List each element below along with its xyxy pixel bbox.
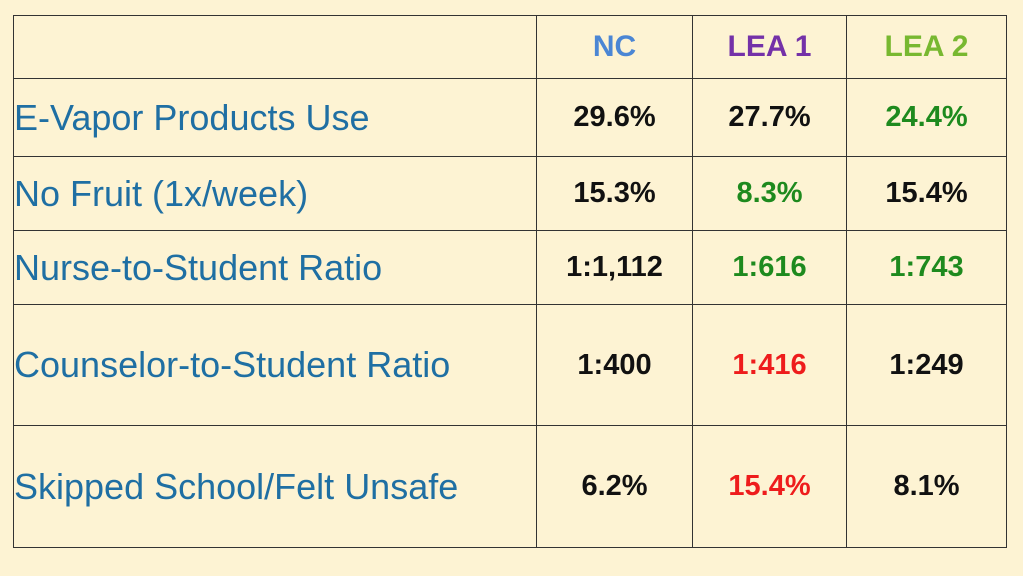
value-cell: 1:400: [536, 304, 693, 426]
value-cell: 8.3%: [692, 156, 847, 231]
header-row: NC LEA 1 LEA 2: [13, 15, 1007, 79]
value-cell: 27.7%: [692, 78, 847, 157]
row-label: E-Vapor Products Use: [13, 78, 537, 157]
value-cell: 24.4%: [846, 78, 1007, 157]
row-label: Skipped School/Felt Unsafe: [13, 425, 537, 548]
header-lea-1: LEA 1: [692, 15, 847, 79]
value-cell: 29.6%: [536, 78, 693, 157]
row-label: No Fruit (1x/week): [13, 156, 537, 231]
value-cell: 15.4%: [692, 425, 847, 548]
header-nc: NC: [536, 15, 693, 79]
value-cell: 6.2%: [536, 425, 693, 548]
table-row: E-Vapor Products Use 29.6% 27.7% 24.4%: [13, 78, 1007, 157]
comparison-table: NC LEA 1 LEA 2 E-Vapor Products Use 29.6…: [13, 15, 1007, 548]
table-row: No Fruit (1x/week) 15.3% 8.3% 15.4%: [13, 156, 1007, 231]
table-row: Counselor-to-Student Ratio 1:400 1:416 1…: [13, 304, 1007, 426]
value-cell: 1:616: [692, 230, 847, 305]
header-lea-2: LEA 2: [846, 15, 1007, 79]
table-row: Skipped School/Felt Unsafe 6.2% 15.4% 8.…: [13, 425, 1007, 548]
header-corner: [13, 15, 537, 79]
row-label: Counselor-to-Student Ratio: [13, 304, 537, 426]
value-cell: 15.3%: [536, 156, 693, 231]
row-label: Nurse-to-Student Ratio: [13, 230, 537, 305]
value-cell: 15.4%: [846, 156, 1007, 231]
table-row: Nurse-to-Student Ratio 1:1,112 1:616 1:7…: [13, 230, 1007, 305]
value-cell: 1:416: [692, 304, 847, 426]
value-cell: 1:249: [846, 304, 1007, 426]
value-cell: 1:743: [846, 230, 1007, 305]
value-cell: 1:1,112: [536, 230, 693, 305]
value-cell: 8.1%: [846, 425, 1007, 548]
